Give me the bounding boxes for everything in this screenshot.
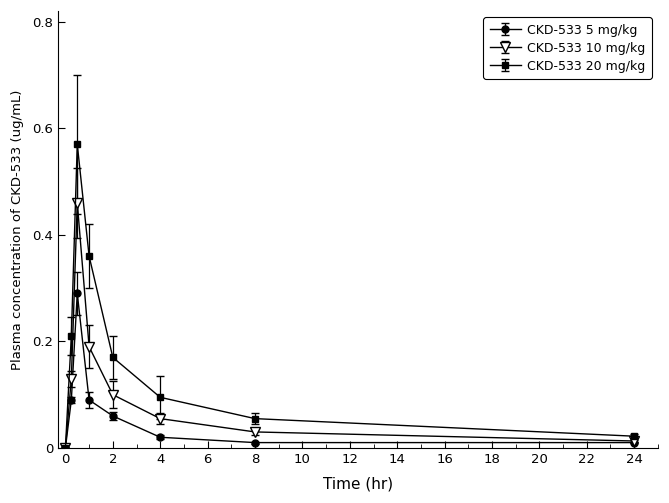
- X-axis label: Time (hr): Time (hr): [323, 477, 393, 492]
- Y-axis label: Plasma concentration of CKD-533 (ug/mL): Plasma concentration of CKD-533 (ug/mL): [11, 90, 24, 370]
- Legend: CKD-533 5 mg/kg, CKD-533 10 mg/kg, CKD-533 20 mg/kg: CKD-533 5 mg/kg, CKD-533 10 mg/kg, CKD-5…: [484, 18, 652, 79]
